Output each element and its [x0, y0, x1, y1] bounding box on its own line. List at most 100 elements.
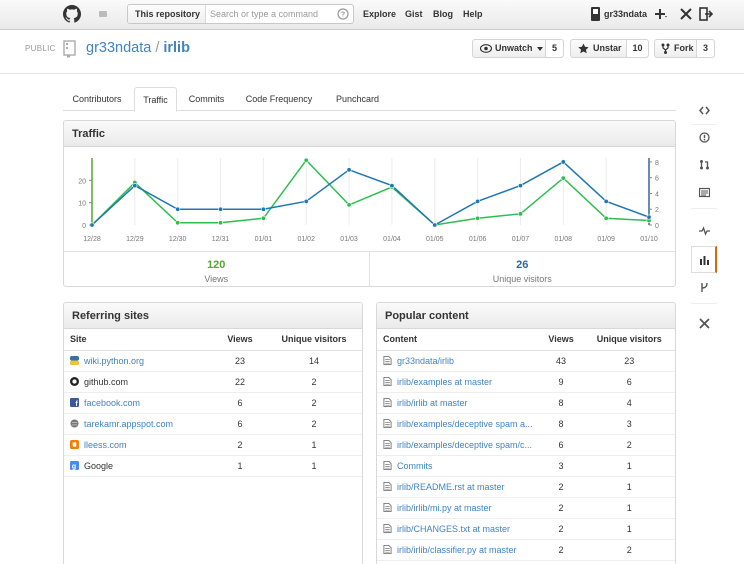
referring-site-link[interactable]: tarekamr.appspot.com: [84, 418, 174, 429]
unique-visitors-cell: 2: [266, 371, 362, 393]
table-header-row: Content Views Unique visitors: [377, 329, 675, 351]
plus-icon[interactable]: [654, 7, 668, 21]
referring-site-link[interactable]: facebook.com: [84, 397, 141, 408]
referring-site-link[interactable]: wiki.python.org: [84, 355, 145, 366]
code-icon[interactable]: [699, 105, 710, 116]
views-cell: 2: [538, 476, 584, 498]
visitors-point: [132, 183, 138, 189]
issues-icon[interactable]: [699, 132, 710, 143]
repo-name-link[interactable]: irlib: [163, 40, 190, 56]
unstar-button[interactable]: Unstar 10: [570, 39, 649, 58]
tab-commits[interactable]: Commits: [188, 94, 225, 104]
visitors-point: [346, 167, 352, 173]
x-tick-label: 01/08: [555, 236, 573, 243]
search-scope-label[interactable]: This repository: [128, 5, 206, 23]
visitors-point: [303, 198, 309, 204]
col-views: Views: [538, 329, 584, 351]
referring-site-link: Google: [84, 460, 114, 471]
content-path-link[interactable]: Commits: [397, 460, 433, 471]
github-logo-icon[interactable]: [63, 5, 81, 23]
nav-gist[interactable]: Gist: [405, 9, 423, 19]
file-icon: [383, 376, 392, 386]
wiki-icon[interactable]: [699, 187, 710, 198]
repo-owner-link[interactable]: gr33ndata: [86, 40, 152, 56]
views-total: 120: [207, 259, 226, 271]
table-row: wiki.python.org 23 14: [64, 350, 362, 372]
unwatch-button[interactable]: Unwatch 5: [472, 39, 564, 58]
table-row: irlib/README.rst at master 2 1: [377, 476, 675, 498]
referring-site-link[interactable]: lleess.com: [84, 439, 127, 450]
search-input[interactable]: [210, 7, 335, 21]
nav-blog[interactable]: Blog: [433, 9, 453, 19]
username: gr33ndata: [604, 9, 648, 19]
content-path-link[interactable]: irlib/examples/deceptive spam/c...: [397, 439, 533, 450]
table-row: github.com 22 2: [64, 371, 362, 393]
visitors-point: [475, 198, 481, 204]
views-cell: 8: [538, 413, 584, 435]
row-label-cell: tarekamr.appspot.com: [64, 413, 214, 435]
content-path-link[interactable]: irlib/irlib at master: [397, 397, 468, 408]
unique-visitors-cell: 14: [266, 350, 362, 372]
traffic-summary: 120 Views 26 Unique visitors: [64, 251, 675, 286]
x-tick-label: 01/04: [383, 236, 401, 243]
graphs-icon[interactable]: [699, 254, 710, 265]
content-path-link[interactable]: gr33ndata/irlib: [397, 355, 455, 366]
views-cell: 3: [538, 455, 584, 477]
tab-punchcard[interactable]: Punchcard: [335, 94, 380, 104]
file-icon: [383, 502, 392, 512]
watch-count[interactable]: 5: [545, 40, 563, 57]
unique-visitors-cell: 1: [266, 434, 362, 456]
star-count[interactable]: 10: [626, 40, 648, 57]
content-path-link[interactable]: irlib/irlib/classifier.py at master: [397, 544, 517, 555]
row-label-cell: wiki.python.org: [64, 350, 214, 372]
tab-traffic[interactable]: Traffic: [134, 87, 177, 112]
notifications-icon[interactable]: [99, 10, 107, 18]
fork-button[interactable]: Fork 3: [654, 39, 715, 58]
tab-code-frequency[interactable]: Code Frequency: [245, 94, 313, 104]
visitors-point: [260, 206, 266, 212]
nav-help[interactable]: Help: [463, 9, 483, 19]
avatar: [591, 7, 600, 21]
views-cell: 2: [538, 497, 584, 519]
unstar-label: Unstar: [593, 43, 622, 53]
col-content: Content: [377, 329, 539, 351]
referring-site-link: github.com: [84, 376, 129, 387]
content-path-link[interactable]: irlib/README.rst at master: [397, 481, 505, 492]
row-label-cell: gr33ndata/irlib: [377, 350, 539, 372]
nav-explore[interactable]: Explore: [363, 9, 397, 19]
x-tick-label: 12/31: [212, 236, 230, 243]
file-icon: [383, 481, 392, 491]
x-tick-label: 12/28: [83, 236, 101, 243]
visitors-point: [389, 183, 395, 189]
content-path-link[interactable]: irlib/examples at master: [397, 376, 493, 387]
views-cell: 23: [214, 350, 266, 372]
visitors-series-line: [91, 161, 650, 226]
network-icon[interactable]: [699, 282, 710, 293]
pull-request-icon[interactable]: [699, 159, 710, 170]
content-path-link[interactable]: irlib/CHANGES.txt at master: [397, 523, 511, 534]
tab-contributors[interactable]: Contributors: [72, 94, 122, 104]
traffic-panel: Traffic 0 10 20 0 2 4 6 8 12/28 12/29 12/30 12/31 01…: [63, 120, 676, 287]
x-tick-label: 01/10: [640, 236, 658, 243]
views-cell: 22: [214, 371, 266, 393]
settings-icon[interactable]: [699, 318, 710, 329]
tools-icon[interactable]: [679, 7, 693, 21]
unique-visitors-cell: 2: [583, 434, 675, 456]
content-path-link[interactable]: irlib/irlib/mi.py at master: [397, 502, 492, 513]
x-tick-label: 12/30: [169, 236, 187, 243]
table-row: irlib/irlib/classifier.py at master 2 2: [377, 539, 675, 561]
python-icon: [70, 355, 79, 365]
visitors-label: Unique visitors: [492, 274, 552, 284]
right-tick-label: 0: [655, 223, 659, 230]
help-icon[interactable]: ?: [337, 8, 349, 20]
fork-count[interactable]: 3: [696, 40, 714, 57]
pulse-icon[interactable]: [699, 225, 710, 236]
graph-tabs: Contributors Traffic Commits Code Freque…: [63, 87, 676, 112]
visitors-total: 26: [516, 259, 529, 271]
views-point: [175, 220, 181, 226]
row-label-cell: g Google: [64, 455, 214, 477]
content-path-link[interactable]: irlib/examples/deceptive spam a...: [397, 418, 533, 429]
table-row: irlib/irlib/mi.py at master 2 1: [377, 497, 675, 519]
sign-out-icon[interactable]: [699, 7, 713, 21]
views-point: [218, 220, 224, 226]
